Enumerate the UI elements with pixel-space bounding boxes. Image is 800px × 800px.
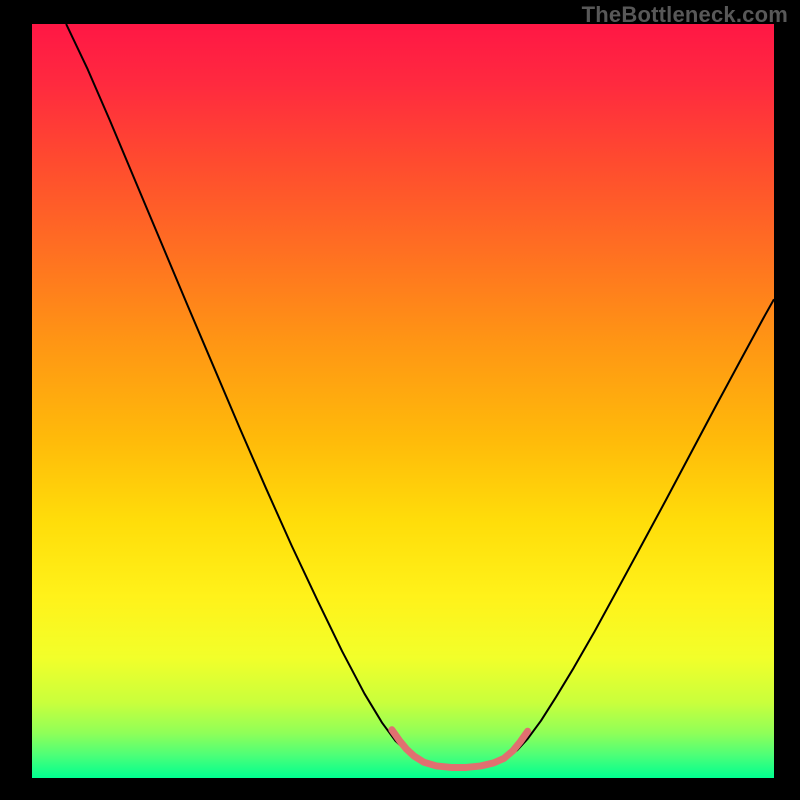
plot-area — [32, 24, 774, 778]
plot-svg — [32, 24, 774, 778]
watermark-text: TheBottleneck.com — [582, 2, 788, 28]
chart-frame: TheBottleneck.com — [0, 0, 800, 800]
gradient-background — [32, 24, 774, 778]
